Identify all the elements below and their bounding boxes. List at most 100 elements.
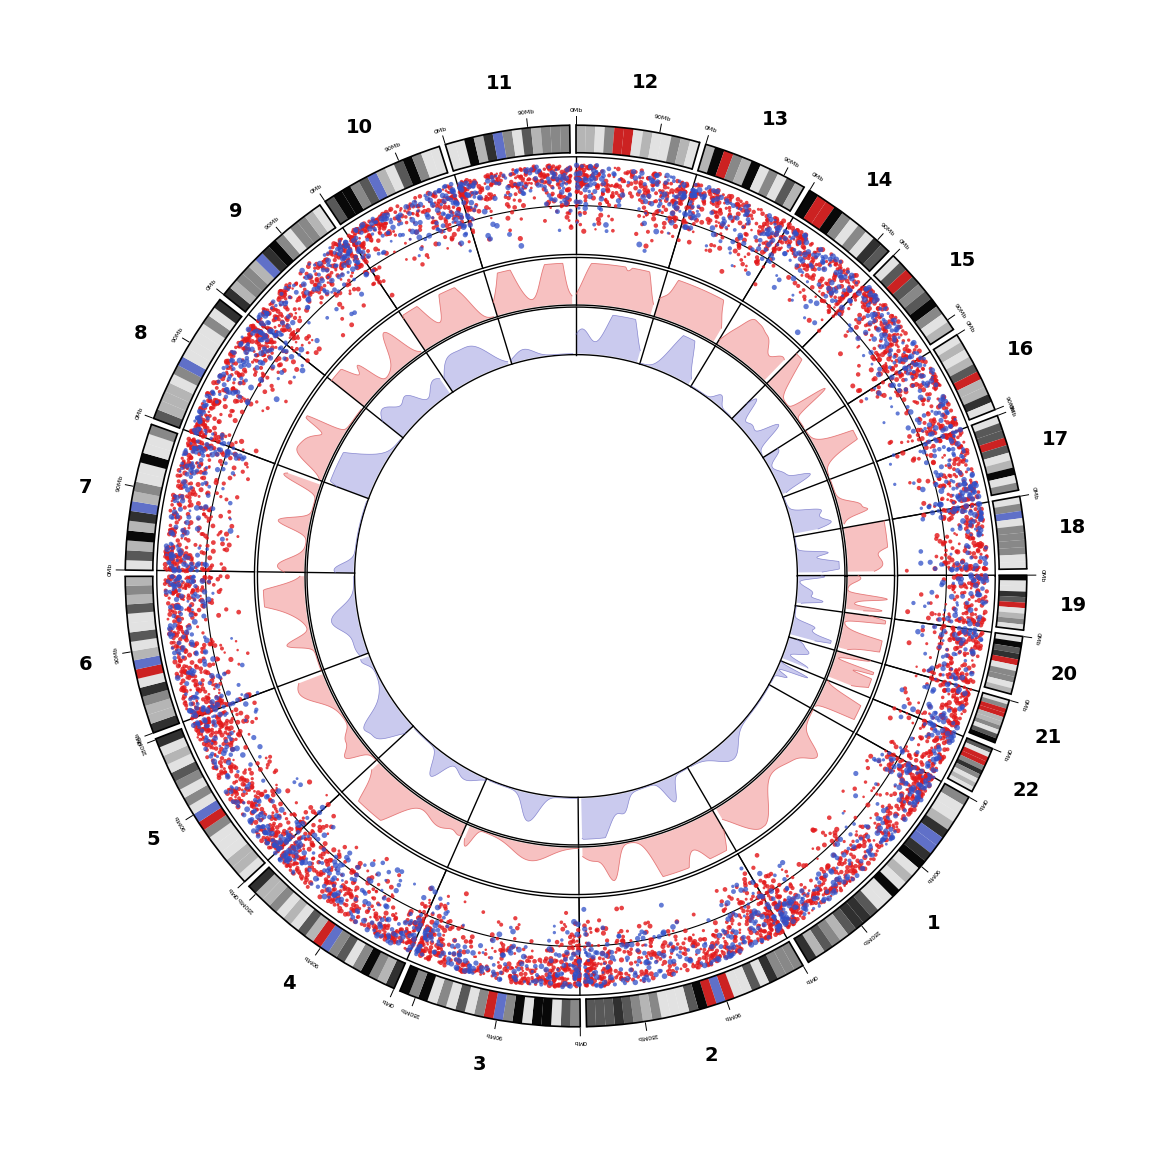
Point (528, 172, 546, 190)
Point (952, 634, 970, 652)
Point (279, 279, 297, 297)
Point (406, 922, 424, 940)
Point (901, 801, 919, 819)
Point (622, 162, 641, 181)
Point (283, 279, 302, 297)
Point (746, 877, 765, 895)
Point (938, 729, 956, 748)
Point (211, 385, 229, 403)
Point (850, 357, 869, 376)
Point (526, 972, 545, 991)
Point (243, 353, 262, 371)
Point (219, 442, 237, 461)
Point (196, 568, 214, 586)
Point (460, 209, 478, 227)
Point (414, 946, 432, 964)
Point (491, 941, 509, 960)
Point (291, 829, 310, 848)
Point (355, 296, 373, 314)
Point (197, 395, 215, 414)
Point (942, 471, 961, 490)
Polygon shape (843, 521, 888, 571)
Point (965, 571, 984, 590)
Point (268, 323, 287, 341)
Point (946, 669, 964, 688)
Point (373, 215, 392, 234)
Point (938, 426, 956, 445)
Point (662, 182, 681, 200)
Point (947, 604, 965, 622)
Point (177, 575, 196, 593)
Point (849, 365, 867, 384)
Point (182, 606, 200, 624)
Point (963, 571, 982, 590)
Point (218, 359, 236, 378)
Point (492, 934, 510, 953)
Point (267, 301, 286, 319)
Point (930, 740, 948, 758)
Point (204, 425, 222, 444)
Point (904, 779, 923, 797)
Polygon shape (394, 160, 414, 189)
Point (200, 386, 219, 404)
Point (230, 447, 249, 465)
Point (513, 973, 531, 992)
Point (862, 846, 880, 864)
Point (206, 745, 225, 764)
Point (864, 779, 882, 797)
Point (903, 432, 922, 450)
Point (918, 433, 937, 452)
Point (256, 823, 274, 841)
Point (161, 601, 180, 620)
Point (343, 222, 362, 241)
Point (323, 271, 341, 289)
Polygon shape (604, 127, 614, 154)
Point (927, 588, 946, 606)
Point (744, 203, 763, 221)
Point (579, 972, 598, 991)
Point (760, 915, 779, 933)
Point (680, 220, 698, 238)
Point (675, 218, 694, 236)
Point (578, 158, 597, 176)
Point (934, 509, 953, 528)
Point (732, 192, 750, 211)
Point (297, 329, 316, 348)
Point (653, 938, 672, 956)
Point (316, 250, 334, 268)
Point (248, 799, 266, 818)
Point (198, 529, 217, 547)
Point (945, 600, 963, 619)
Point (427, 217, 446, 235)
Point (166, 555, 184, 574)
Point (185, 605, 204, 623)
Point (196, 583, 214, 601)
Point (577, 961, 596, 979)
Point (399, 203, 417, 221)
Point (629, 941, 647, 960)
Point (517, 162, 536, 181)
Point (961, 513, 979, 531)
Point (248, 346, 266, 364)
Point (746, 933, 765, 952)
Point (289, 863, 308, 881)
Point (772, 905, 790, 924)
Polygon shape (988, 666, 1016, 677)
Point (676, 945, 695, 963)
Point (249, 825, 267, 843)
Point (649, 202, 667, 220)
Point (957, 670, 976, 689)
Text: 0Mb: 0Mb (310, 183, 324, 195)
Point (222, 356, 241, 374)
Point (813, 248, 832, 266)
Point (799, 881, 818, 900)
Point (938, 695, 956, 713)
Point (377, 896, 395, 915)
Point (173, 487, 191, 506)
Point (773, 234, 791, 252)
Text: 18: 18 (1059, 518, 1085, 537)
Point (273, 320, 291, 339)
Point (379, 910, 397, 929)
Point (599, 957, 617, 976)
Point (222, 723, 241, 742)
